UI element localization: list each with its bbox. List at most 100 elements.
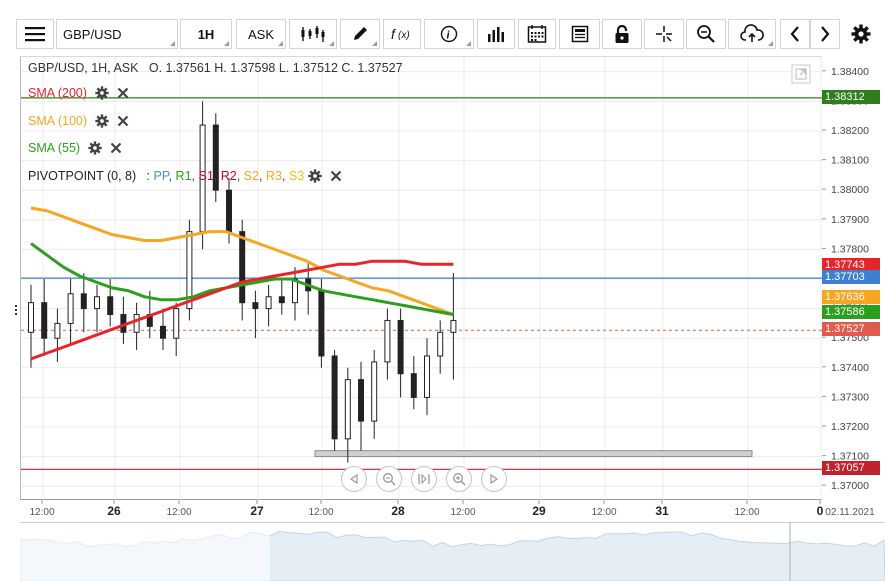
candle-body — [318, 290, 325, 357]
candlestick-icon — [301, 26, 325, 42]
price-type-select[interactable]: ASK — [236, 19, 286, 49]
indicator-label-sma200[interactable]: SMA (200) — [28, 86, 88, 100]
candle — [292, 267, 298, 321]
expand-icon[interactable] — [791, 64, 811, 84]
price-chart[interactable] — [21, 57, 823, 501]
draw-tools-button[interactable] — [340, 19, 380, 49]
candle — [265, 284, 272, 327]
indicator-row-sma55: SMA (55) — [28, 141, 122, 155]
symbol-select[interactable]: GBP/USD — [56, 19, 178, 49]
candle — [384, 308, 391, 380]
navigator-panel[interactable] — [19, 522, 885, 581]
settings-button[interactable] — [843, 19, 879, 49]
zoom-button[interactable] — [686, 19, 726, 49]
chart-type-button[interactable] — [289, 19, 337, 49]
candle-body — [67, 293, 74, 324]
sma55-line — [30, 242, 454, 316]
sma100-remove-close-icon[interactable] — [117, 115, 129, 127]
panel-drag-handle[interactable] — [14, 305, 18, 319]
pan-left-button[interactable] — [341, 466, 367, 492]
candle-body — [41, 302, 48, 339]
candle-body — [186, 231, 193, 310]
price-axis-label: 1.37200 — [831, 421, 869, 433]
toolbar: GBP/USD 1H ASK f (x) — [0, 0, 885, 56]
price-axis-label: 1.37800 — [831, 243, 869, 255]
indicator-label-sma55[interactable]: SMA (55) — [28, 141, 81, 155]
cloud-upload-icon — [740, 24, 764, 42]
pivot-label[interactable]: PIVOTPOINT (0, 8) — [28, 169, 137, 183]
price-tag: 1.37057 — [822, 461, 880, 476]
time-axis-label: 27 — [250, 504, 264, 518]
pivot-level-r3: R3 — [265, 169, 282, 183]
gear-icon — [851, 24, 871, 44]
save-cloud-button[interactable] — [728, 19, 776, 49]
candle — [410, 355, 417, 410]
zoom-out-button[interactable] — [376, 466, 402, 492]
chart-info-line: GBP/USD, 1H, ASK O. 1.37561 H. 1.37598 L… — [28, 61, 403, 75]
calendar-button[interactable] — [518, 19, 556, 49]
pivot-level-s1: S1 — [198, 169, 214, 183]
candle — [450, 273, 457, 380]
indicator-row-pivot: PIVOTPOINT (0, 8) : PP, R1, S1, R2, S2, … — [28, 169, 342, 183]
lock-button[interactable] — [602, 19, 642, 49]
sma200-settings-gear-icon[interactable] — [95, 86, 109, 100]
reset-zoom-button[interactable] — [411, 466, 437, 492]
timeframe-select[interactable]: 1H — [180, 19, 232, 49]
candle — [160, 308, 166, 351]
pivot-separator: : — [146, 169, 151, 183]
candle — [358, 361, 364, 451]
sma100-settings-gear-icon[interactable] — [95, 114, 109, 128]
candle — [212, 113, 219, 203]
price-tag: 1.38312 — [822, 89, 880, 104]
candle — [41, 279, 48, 356]
candle-body — [331, 355, 338, 440]
pivot-remove-close-icon[interactable] — [330, 170, 342, 182]
price-tag: 1.37743 — [822, 258, 880, 273]
candle-body — [384, 319, 391, 363]
news-icon — [571, 25, 588, 43]
menu-icon — [25, 27, 45, 42]
price-axis-label: 1.37300 — [831, 391, 869, 403]
candle — [397, 308, 404, 398]
candle-body — [397, 319, 404, 375]
sma100-line — [30, 206, 454, 316]
chart-plot-area[interactable] — [20, 56, 823, 501]
pivot-settings-gear-icon[interactable] — [308, 169, 322, 183]
price-axis-label: 1.37400 — [831, 362, 869, 374]
candle-body — [424, 355, 430, 398]
svg-text:f: f — [391, 26, 397, 42]
zoom-out-icon — [383, 473, 396, 486]
sma55-remove-close-icon[interactable] — [110, 142, 122, 154]
candle-body — [133, 314, 140, 333]
time-axis-svg: 12:00 26 12:00 27 12:00 28 12:00 29 12:00 31 12:00… — [29, 500, 875, 518]
info-icon: i — [440, 25, 458, 43]
pan-right-button[interactable] — [481, 466, 507, 492]
news-button[interactable] — [559, 19, 600, 49]
price-tag: 1.37636 — [822, 289, 880, 304]
crosshair-button[interactable] — [644, 19, 684, 49]
sma55-settings-gear-icon[interactable] — [88, 141, 102, 155]
time-axis[interactable]: 12:00 26 12:00 27 12:00 28 12:00 29 12:00 31 12:00… — [20, 500, 885, 522]
indicator-label-sma100[interactable]: SMA (100) — [28, 114, 88, 128]
time-axis-label: 12:00 — [166, 507, 191, 518]
sma200-remove-close-icon[interactable] — [117, 87, 129, 99]
navigator-series[interactable] — [19, 522, 885, 581]
scroll-left-button[interactable] — [780, 19, 810, 49]
triangle-right-icon — [490, 473, 499, 485]
price-axis-label: 1.38200 — [831, 125, 869, 137]
menu-button[interactable] — [16, 19, 54, 49]
pivot-levels: PP, R1, S1, R2, S2, R3, S3 — [153, 169, 305, 183]
candle-body — [226, 189, 232, 233]
candle-body — [239, 231, 246, 304]
bar-chart-icon — [488, 27, 504, 42]
indicators-button[interactable]: f (x) — [383, 19, 421, 49]
zoom-in-button[interactable] — [446, 466, 472, 492]
time-axis-label: 29 — [532, 504, 546, 518]
info-button[interactable]: i — [424, 19, 474, 49]
volume-button[interactable] — [477, 19, 515, 49]
time-axis-label: 12:00 — [450, 507, 475, 518]
scroll-right-button[interactable] — [810, 19, 840, 49]
pencil-icon — [354, 27, 367, 40]
svg-text:i: i — [447, 30, 451, 42]
